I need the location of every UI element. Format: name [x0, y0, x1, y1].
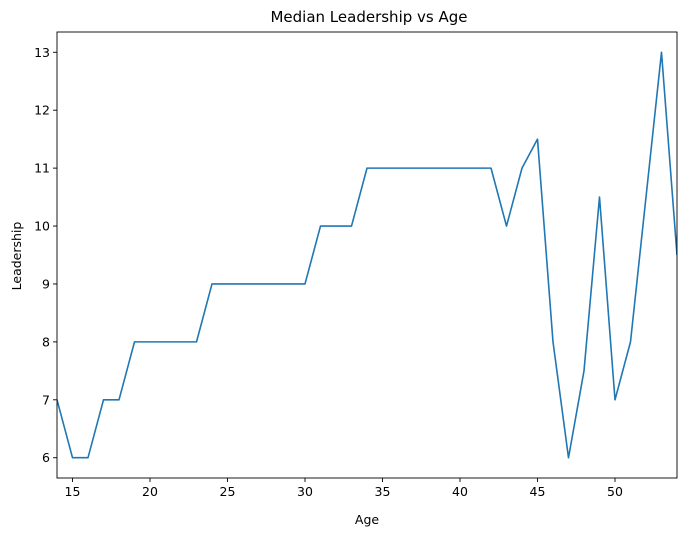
plot-area [56, 31, 678, 479]
x-tick-label: 25 [220, 484, 236, 499]
y-tick-label: 9 [42, 276, 50, 291]
x-tick-label: 15 [65, 484, 81, 499]
x-tick-label: 30 [297, 484, 313, 499]
y-tick-label: 7 [42, 392, 50, 407]
y-axis: 6 7 8 9 10 11 12 13 [34, 45, 57, 465]
x-axis-label: Age [355, 512, 379, 527]
series-line [57, 51, 677, 459]
x-tick-label: 50 [607, 484, 623, 499]
plot-frame [56, 31, 678, 479]
y-tick-label: 11 [34, 161, 50, 176]
y-tick-label: 6 [42, 450, 50, 465]
x-tick-label: 20 [142, 484, 158, 499]
y-tick-label: 8 [42, 334, 50, 349]
x-tick-label: 40 [452, 484, 468, 499]
y-tick-label: 10 [34, 219, 50, 234]
chart-title: Median Leadership vs Age [270, 8, 467, 26]
x-tick-label: 45 [530, 484, 546, 499]
y-axis-label: Leadership [9, 222, 24, 291]
y-tick-label: 12 [34, 103, 50, 118]
x-tick-label: 35 [375, 484, 391, 499]
y-tick-label: 13 [34, 45, 50, 60]
x-axis: 15 20 25 30 35 40 45 50 [65, 478, 623, 499]
